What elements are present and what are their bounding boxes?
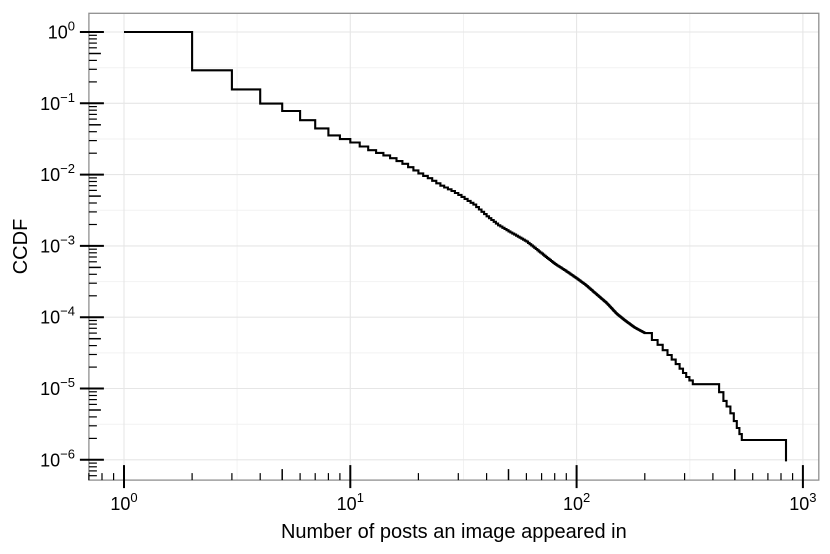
gridlines-minor bbox=[88, 13, 819, 481]
y-tick-labels: 100 10−1 10−2 10−3 10−4 10−5 10−6 bbox=[40, 19, 75, 471]
y-axis-title: CCDF bbox=[10, 219, 32, 275]
x-tick-label: 103 bbox=[789, 490, 816, 514]
x-axis-title: Number of posts an image appeared in bbox=[281, 521, 627, 543]
y-tick-label: 10−6 bbox=[40, 446, 75, 470]
y-tick-label: 10−5 bbox=[40, 375, 75, 399]
y-tick-label: 100 bbox=[48, 19, 75, 43]
x-tick-label: 101 bbox=[337, 490, 364, 514]
plot-panel-border bbox=[88, 12, 820, 481]
y-tick-label: 10−3 bbox=[40, 232, 75, 256]
ccdf-step-curve bbox=[124, 30, 788, 462]
y-tick-label: 10−2 bbox=[40, 161, 75, 185]
y-tick-label: 10−1 bbox=[40, 90, 75, 114]
x-tick-label: 102 bbox=[563, 490, 590, 514]
y-tick-label: 10−4 bbox=[40, 304, 75, 328]
axis-log-ticks bbox=[79, 31, 804, 489]
x-tick-labels: 100 101 102 103 bbox=[110, 490, 816, 514]
x-tick-label: 100 bbox=[110, 490, 137, 514]
gridlines-major bbox=[88, 13, 819, 481]
